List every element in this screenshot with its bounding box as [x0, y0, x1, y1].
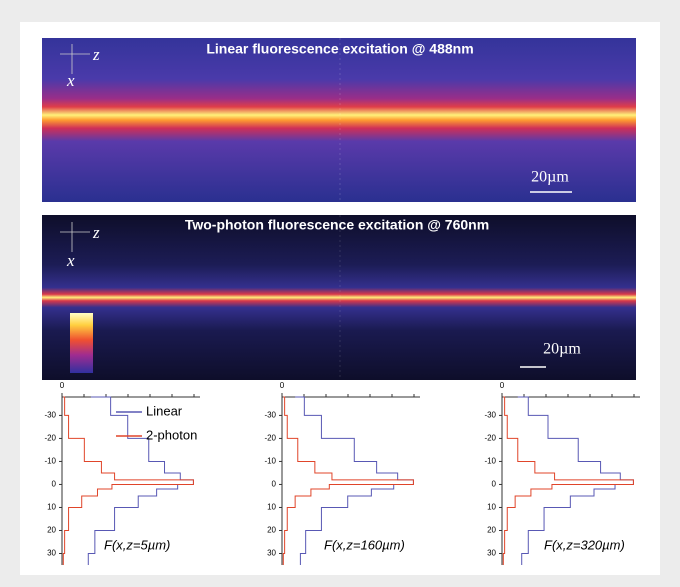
y-tick-label: 20	[47, 526, 56, 535]
y-tick-label: -20	[44, 434, 56, 443]
y-tick-label: 30	[47, 549, 56, 558]
annotation: F(x,z=320µm)	[544, 537, 625, 552]
y-tick-label: -30	[44, 411, 56, 420]
y-tick-label: 30	[487, 549, 496, 558]
y-tick-label: 10	[47, 503, 56, 512]
y-tick-label: 0	[52, 480, 57, 489]
image-title: Two-photon fluorescence excitation @ 760…	[185, 217, 489, 233]
y-tick-label: -30	[484, 411, 496, 420]
axis-x: x	[66, 251, 75, 270]
y-tick-label: 10	[487, 503, 496, 512]
axis-z: z	[92, 223, 100, 242]
y-tick-label: -10	[44, 457, 56, 466]
y-tick-label: 10	[267, 503, 276, 512]
legend-label: 2-photon	[146, 427, 197, 442]
y-tick-label: 20	[487, 526, 496, 535]
x-tick-label: 0	[60, 381, 65, 390]
axis-z: z	[92, 45, 100, 64]
y-tick-label: 0	[272, 480, 277, 489]
y-tick-label: -20	[264, 434, 276, 443]
y-tick-label: 30	[267, 549, 276, 558]
y-tick-label: -10	[484, 457, 496, 466]
axis-x: x	[66, 71, 75, 90]
annotation: F(x,z=160µm)	[324, 537, 405, 552]
annotation: F(x,z=5µm)	[104, 537, 170, 552]
y-tick-label: -20	[484, 434, 496, 443]
y-tick-label: -10	[264, 457, 276, 466]
colorbar	[70, 313, 93, 373]
figure: Linear fluorescence excitation @ 488nm z…	[0, 0, 680, 587]
y-tick-label: 0	[492, 480, 497, 489]
y-tick-label: 20	[267, 526, 276, 535]
legend-label: Linear	[146, 403, 183, 418]
image-title: Linear fluorescence excitation @ 488nm	[206, 41, 473, 57]
scale-label: 20µm	[543, 341, 581, 358]
x-tick-label: 0	[280, 381, 285, 390]
x-tick-label: 0	[500, 381, 505, 390]
y-tick-label: -30	[264, 411, 276, 420]
scale-label: 20µm	[531, 169, 569, 186]
